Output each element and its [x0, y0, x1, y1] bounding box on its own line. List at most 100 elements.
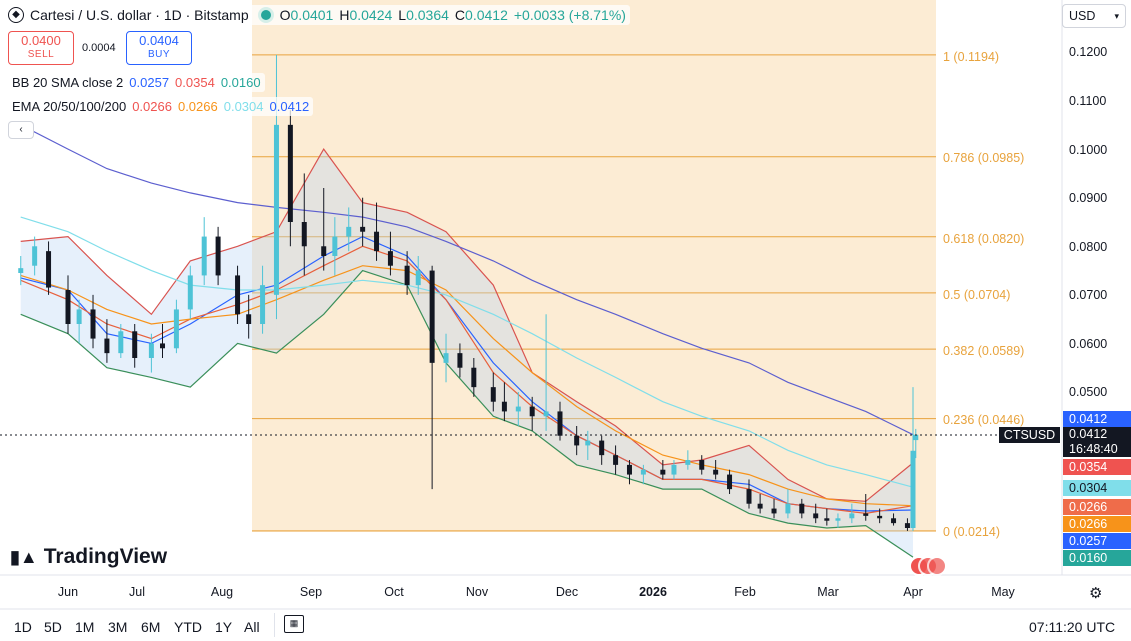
economic-event-icon[interactable] [927, 556, 947, 576]
range-1d[interactable]: 1D [14, 619, 32, 635]
bb-lower-value: 0.0160 [220, 75, 261, 90]
candle-body [671, 464, 677, 475]
candle-body [18, 268, 24, 273]
candle-body [457, 353, 463, 368]
range-all[interactable]: All [244, 619, 260, 635]
candle-body [260, 285, 266, 324]
time-axis-label: Aug [210, 585, 234, 599]
range-ytd[interactable]: YTD [174, 619, 202, 635]
price-axis-label: 0.0600 [1069, 337, 1108, 351]
date-range-calendar-icon[interactable]: ▦ [284, 615, 304, 633]
range-5d[interactable]: 5D [44, 619, 62, 635]
buy-label: BUY [147, 49, 171, 60]
candle-body [757, 503, 763, 509]
candle-body [904, 523, 910, 528]
price-axis-label: 0.1000 [1069, 143, 1108, 157]
symbol-tag: CTSUSD [999, 427, 1060, 443]
price-axis-label: 0.0700 [1069, 288, 1108, 302]
settings-gear-icon[interactable]: ⚙ [1089, 585, 1103, 602]
bb-upper-value: 0.0354 [175, 75, 215, 90]
ohlc-low: L0.0364 [398, 7, 449, 23]
time-axis-label: Jun [57, 585, 79, 599]
buy-button[interactable]: 0.0404 BUY [126, 31, 192, 65]
candle-body [215, 236, 221, 276]
candle-body [877, 515, 883, 519]
bb-basis-value: 0.0257 [129, 75, 170, 90]
candle-body [332, 236, 338, 256]
candle-body [613, 455, 619, 465]
collapse-legend-icon[interactable]: ‹ [8, 121, 34, 139]
series-line-bb-20-sma-close-2-lower [20, 269, 914, 558]
candle-body [685, 460, 691, 465]
range-1m[interactable]: 1M [75, 619, 95, 635]
bb-upper-tag: 0.0354 [1063, 459, 1131, 475]
time-axis-label: Mar [817, 585, 839, 599]
ema-legend[interactable]: EMA 20/50/100/200 0.0266 0.0266 0.0304 0… [8, 97, 314, 116]
ema50-value: 0.0266 [177, 99, 218, 114]
current-price: 0.0412 [1069, 427, 1108, 441]
cartesi-logo-icon: ◆ [8, 7, 24, 23]
candle-body [404, 265, 410, 286]
candle-body [501, 401, 507, 412]
ema-name: EMA 20/50/100/200 [12, 99, 127, 114]
indicator-lines [20, 124, 914, 558]
time-axis-label: 2026 [639, 585, 667, 599]
range-1y[interactable]: 1Y [215, 619, 233, 635]
tradingview-logo-icon: ▮▲ [10, 546, 38, 567]
symbol-title[interactable]: Cartesi / U.S. dollar · 1D · Bitstamp [30, 7, 249, 23]
candle-body [574, 435, 580, 446]
tradingview-logo[interactable]: ▮▲ TradingView [10, 545, 167, 569]
candle-body [374, 231, 380, 252]
candle-body [640, 469, 646, 475]
time-axis-label: May [991, 585, 1015, 599]
fib-label-0786: 0.786 (0.0985) [943, 151, 1025, 165]
time-axis-label: Apr [903, 585, 923, 599]
candle-body [148, 343, 154, 358]
candle-body [273, 124, 279, 295]
spread-value: 0.0004 [82, 42, 116, 54]
candle-body [201, 236, 207, 276]
candle-body [46, 251, 52, 288]
candle-body [713, 469, 719, 475]
ohlc-open: O0.0401 [279, 7, 334, 23]
series-line-ema-100 [20, 216, 914, 488]
ema100-tag: 0.0304 [1063, 480, 1131, 496]
candle-body [246, 314, 252, 324]
candle-body [321, 246, 327, 256]
market-status-dot [260, 10, 271, 20]
bb-legend[interactable]: BB 20 SMA close 2 0.0257 0.0354 0.0160 [8, 73, 265, 92]
candle-body [32, 246, 38, 266]
currency-select[interactable]: USD ▾ [1062, 4, 1126, 28]
series-line-bb-20-sma-close-2-basis [20, 235, 914, 512]
fib-label-0236: 0.236 (0.0446) [943, 413, 1025, 427]
bb-basis-tag: 0.0257 [1063, 533, 1131, 549]
tradingview-wordmark: TradingView [43, 545, 168, 568]
bollinger-band-fill [20, 149, 913, 558]
sell-label: SELL [27, 49, 55, 60]
candle-body [913, 434, 919, 441]
range-3m[interactable]: 3M [108, 619, 128, 635]
fib-level-lines [252, 54, 936, 532]
candle-body [173, 309, 179, 349]
candle-body [543, 411, 549, 417]
candle-body [346, 226, 352, 237]
sell-button[interactable]: 0.0400 SELL [8, 31, 74, 65]
ema100-value: 0.0304 [223, 99, 264, 114]
candle-body [835, 518, 841, 521]
price-axis-label: 0.0500 [1069, 385, 1108, 399]
current-price-tag: 0.0412 16:48:40 [1063, 427, 1131, 457]
candle-body [599, 440, 605, 456]
fib-label-0: 0 (0.0214) [943, 525, 1000, 539]
candle-body [160, 343, 166, 349]
fib-label-0382: 0.382 (0.0589) [943, 344, 1025, 358]
clock-time[interactable]: 07:11:20 UTC [1029, 619, 1116, 635]
candle-body [771, 508, 777, 514]
ema50-tag: 0.0266 [1063, 516, 1131, 532]
ema20-value: 0.0266 [132, 99, 172, 114]
chart-header: ◆ Cartesi / U.S. dollar · 1D · Bitstamp … [4, 5, 630, 25]
range-6m[interactable]: 6M [141, 619, 161, 635]
candle-body [132, 331, 138, 358]
ohlc-close: C0.0412 [454, 7, 508, 23]
candle-body [515, 406, 521, 412]
